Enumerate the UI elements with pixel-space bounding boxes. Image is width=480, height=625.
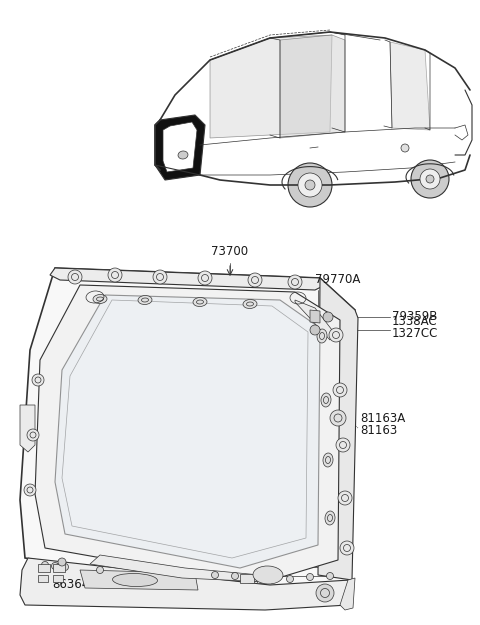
Bar — [38, 575, 48, 582]
Ellipse shape — [93, 294, 107, 304]
Polygon shape — [55, 295, 320, 568]
Circle shape — [61, 564, 69, 571]
Ellipse shape — [325, 511, 335, 525]
Text: 86364D: 86364D — [52, 578, 98, 591]
Polygon shape — [20, 405, 35, 452]
Circle shape — [288, 275, 302, 289]
Text: 79359B: 79359B — [392, 311, 437, 324]
Polygon shape — [80, 570, 198, 590]
Text: 1338AC: 1338AC — [392, 315, 438, 328]
Polygon shape — [155, 115, 205, 180]
Circle shape — [329, 328, 343, 342]
Polygon shape — [318, 278, 358, 580]
Polygon shape — [20, 268, 355, 600]
Circle shape — [24, 484, 36, 496]
Circle shape — [32, 374, 44, 386]
Bar — [53, 575, 63, 582]
Circle shape — [307, 574, 313, 581]
Circle shape — [58, 558, 66, 566]
Text: 73700: 73700 — [211, 245, 249, 258]
Polygon shape — [340, 578, 355, 610]
Text: 81163: 81163 — [360, 424, 397, 437]
Circle shape — [41, 561, 48, 569]
Circle shape — [336, 438, 350, 452]
Polygon shape — [35, 285, 340, 585]
Circle shape — [426, 175, 434, 183]
Text: 79770A: 79770A — [315, 273, 360, 286]
Bar — [240, 574, 254, 583]
Circle shape — [338, 491, 352, 505]
Circle shape — [287, 576, 293, 582]
Ellipse shape — [112, 574, 157, 586]
Polygon shape — [310, 310, 320, 323]
Polygon shape — [90, 555, 268, 582]
Circle shape — [252, 574, 259, 581]
Circle shape — [51, 562, 59, 569]
Circle shape — [420, 169, 440, 189]
Polygon shape — [390, 42, 430, 130]
Circle shape — [316, 584, 334, 602]
Circle shape — [288, 163, 332, 207]
Ellipse shape — [178, 151, 188, 159]
Circle shape — [333, 383, 347, 397]
Ellipse shape — [323, 453, 333, 467]
Bar — [38, 564, 50, 572]
Circle shape — [323, 312, 333, 322]
Polygon shape — [295, 300, 332, 340]
Circle shape — [340, 541, 354, 555]
Circle shape — [298, 173, 322, 197]
Circle shape — [231, 572, 239, 579]
Polygon shape — [280, 35, 345, 138]
Polygon shape — [210, 35, 332, 138]
Polygon shape — [163, 122, 197, 172]
Polygon shape — [50, 268, 325, 290]
Circle shape — [330, 410, 346, 426]
Text: 1327CC: 1327CC — [392, 327, 438, 340]
Circle shape — [212, 571, 218, 579]
Ellipse shape — [243, 299, 257, 309]
Bar — [257, 574, 271, 583]
Circle shape — [310, 325, 320, 335]
Circle shape — [108, 268, 122, 282]
Polygon shape — [20, 558, 350, 610]
Polygon shape — [62, 300, 308, 558]
Ellipse shape — [138, 296, 152, 304]
Circle shape — [326, 572, 334, 579]
Circle shape — [27, 429, 39, 441]
Ellipse shape — [317, 329, 327, 343]
Bar — [53, 564, 65, 572]
Circle shape — [401, 144, 409, 152]
Circle shape — [305, 180, 315, 190]
Ellipse shape — [253, 566, 283, 584]
Circle shape — [266, 576, 274, 584]
Circle shape — [248, 273, 262, 287]
Circle shape — [96, 566, 104, 574]
Circle shape — [68, 270, 82, 284]
Circle shape — [198, 271, 212, 285]
Text: 81163A: 81163A — [360, 412, 405, 425]
Circle shape — [153, 270, 167, 284]
Ellipse shape — [193, 298, 207, 306]
Ellipse shape — [321, 393, 331, 407]
Circle shape — [411, 160, 449, 198]
